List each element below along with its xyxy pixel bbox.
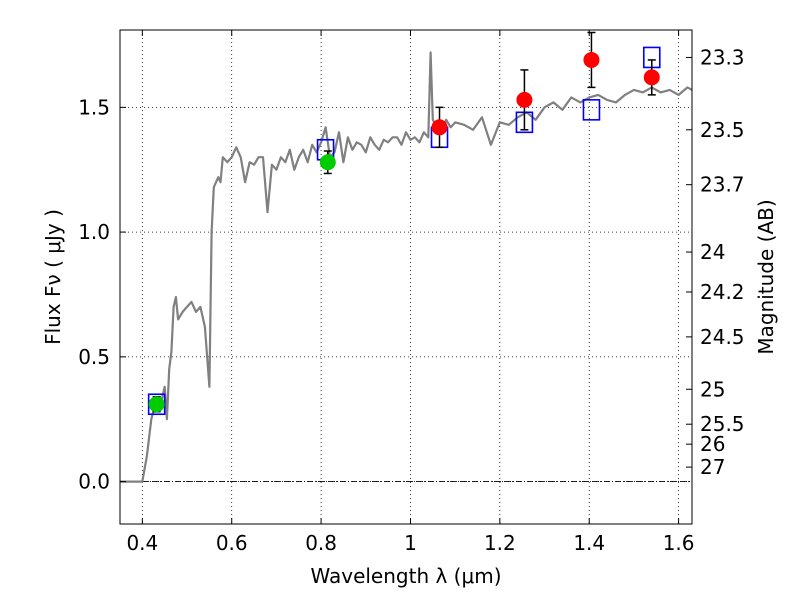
x-tick-label: 1.6	[663, 531, 695, 555]
grid-layer	[120, 30, 692, 524]
x-axis-label: Wavelength λ (μm)	[310, 564, 501, 588]
right-tick-label: 24.2	[700, 280, 745, 304]
y-axis-label-right: Magnitude (AB)	[754, 199, 778, 354]
tick-layer: 0.4 0.6 0.8 1 1.2 1.4 1.6 0.0 0.5 1.0 1.5 23.3 23.5 2…	[78, 30, 745, 555]
right-tick-label: 24.5	[700, 325, 745, 349]
right-tick-label: 25	[700, 377, 725, 401]
right-tick-label: 24	[700, 240, 725, 264]
photometry-circle-marker	[148, 396, 165, 413]
right-tick-label: 23.3	[700, 45, 745, 69]
right-tick-label: 27	[700, 455, 725, 479]
y-tick-label: 1.5	[78, 95, 110, 119]
y-tick-label: 1.0	[78, 220, 110, 244]
x-tick-label: 1.4	[573, 531, 605, 555]
photometry-circle-marker	[583, 51, 600, 68]
right-tick-label: 23.5	[700, 118, 745, 142]
photometry-square-marker	[582, 99, 601, 121]
right-tick-label: 25.5	[700, 412, 745, 436]
y-tick-label: 0.5	[78, 345, 110, 369]
x-tick-label: 1	[404, 531, 417, 555]
x-tick-label: 0.6	[216, 531, 248, 555]
x-tick-label: 0.8	[305, 531, 337, 555]
y-axis-label-left: Flux Fν ( μJy )	[41, 209, 65, 345]
photometry-circle-marker	[431, 119, 448, 136]
marker-layer	[147, 31, 661, 416]
y-tick-label: 0.0	[78, 470, 110, 494]
right-tick-label: 23.7	[700, 173, 745, 197]
right-tick-label: 26	[700, 432, 725, 456]
plot-frame	[119, 29, 693, 525]
photometry-circle-marker	[319, 154, 336, 171]
x-tick-label: 0.4	[126, 531, 158, 555]
model-sed-line	[120, 51, 693, 483]
x-tick-label: 1.2	[484, 531, 516, 555]
model-sed-layer	[120, 51, 693, 483]
photometry-circle-marker	[516, 91, 533, 108]
photometry-circle-marker	[643, 69, 660, 86]
